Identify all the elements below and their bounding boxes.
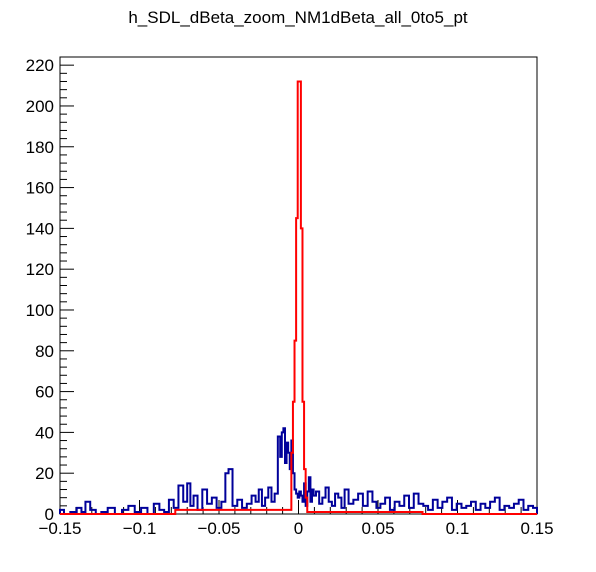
x-tick-label: −0.1 xyxy=(123,519,157,538)
y-tick-label: 80 xyxy=(35,342,54,361)
x-tick-label: 0.1 xyxy=(446,519,470,538)
chart-title: h_SDL_dBeta_zoom_NM1dBeta_all_0to5_pt xyxy=(128,8,468,27)
y-tick-label: 0 xyxy=(45,505,54,524)
y-tick-label: 180 xyxy=(26,138,54,157)
histogram-series-2 xyxy=(60,80,537,515)
x-tick-label: 0.05 xyxy=(361,519,394,538)
y-tick-label: 60 xyxy=(35,383,54,402)
x-tick-label: 0.15 xyxy=(520,519,553,538)
histogram-series-1 xyxy=(59,427,538,515)
x-tick-label: 0 xyxy=(294,519,303,538)
y-tick-label: 160 xyxy=(26,179,54,198)
y-tick-label: 140 xyxy=(26,219,54,238)
x-tick-label: −0.15 xyxy=(38,519,81,538)
y-tick-label: 200 xyxy=(26,97,54,116)
y-tick-label: 20 xyxy=(35,464,54,483)
y-tick-label: 40 xyxy=(35,423,54,442)
x-tick-label: −0.05 xyxy=(197,519,240,538)
y-tick-label: 100 xyxy=(26,301,54,320)
y-tick-label: 220 xyxy=(26,56,54,75)
y-tick-label: 120 xyxy=(26,260,54,279)
